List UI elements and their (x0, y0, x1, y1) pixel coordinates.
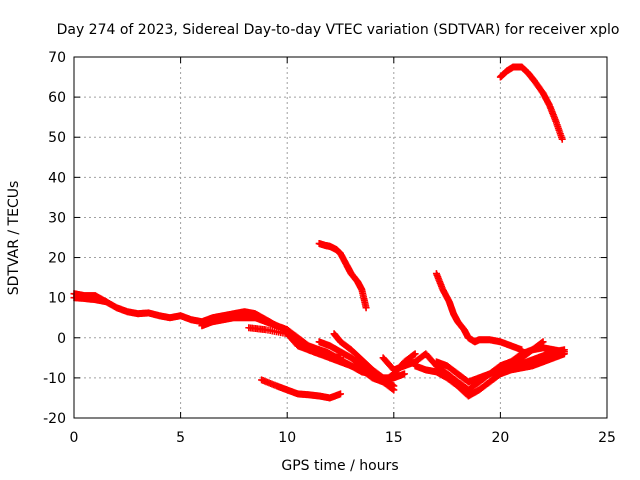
data-point (102, 298, 110, 306)
y-tick-label: -10 (43, 371, 66, 387)
series-track-14 (432, 270, 526, 354)
y-tick-label: 70 (48, 50, 66, 66)
x-axis-label: GPS time / hours (281, 458, 398, 474)
data-point (560, 348, 568, 356)
axis-ticks: 0 5 10 15 20 25 -20 -10 0 10 20 30 40 50 60 70 (43, 50, 616, 446)
y-tick-label: 10 (48, 291, 66, 307)
y-axis-label: SDTVAR / TECUs (6, 181, 22, 296)
y-tick-label: 30 (48, 210, 66, 226)
y-tick-label: -20 (43, 411, 66, 427)
data-point (539, 338, 547, 346)
x-tick-label: 15 (385, 430, 403, 446)
y-tick-label: 0 (57, 331, 66, 347)
x-tick-label: 10 (278, 430, 296, 446)
series-track-7 (330, 330, 398, 390)
series-track-15 (496, 63, 566, 143)
data-point (362, 304, 370, 312)
series-track-8 (315, 240, 370, 312)
plot-frame (73, 56, 608, 419)
x-tick-label: 0 (70, 430, 79, 446)
data-layer (70, 63, 568, 402)
series-track-2 (70, 294, 110, 306)
data-point (518, 346, 526, 354)
chart-title: Day 274 of 2023, Sidereal Day-to-day VTE… (57, 22, 620, 38)
data-point (410, 351, 418, 359)
data-point (390, 382, 398, 390)
x-tick-label: 20 (491, 430, 509, 446)
y-tick-label: 60 (48, 90, 66, 106)
data-point (411, 350, 419, 358)
y-tick-label: 50 (48, 130, 66, 146)
x-tick-label: 5 (176, 430, 185, 446)
series-track-9 (258, 376, 344, 402)
y-tick-label: 20 (48, 251, 66, 267)
series-track-11 (411, 350, 568, 400)
y-tick-label: 40 (48, 170, 66, 186)
data-point (337, 390, 344, 398)
data-point (400, 370, 408, 378)
series-track-13 (496, 344, 568, 370)
x-tick-label: 25 (598, 430, 616, 446)
data-point (558, 135, 566, 143)
data-point (389, 381, 397, 389)
